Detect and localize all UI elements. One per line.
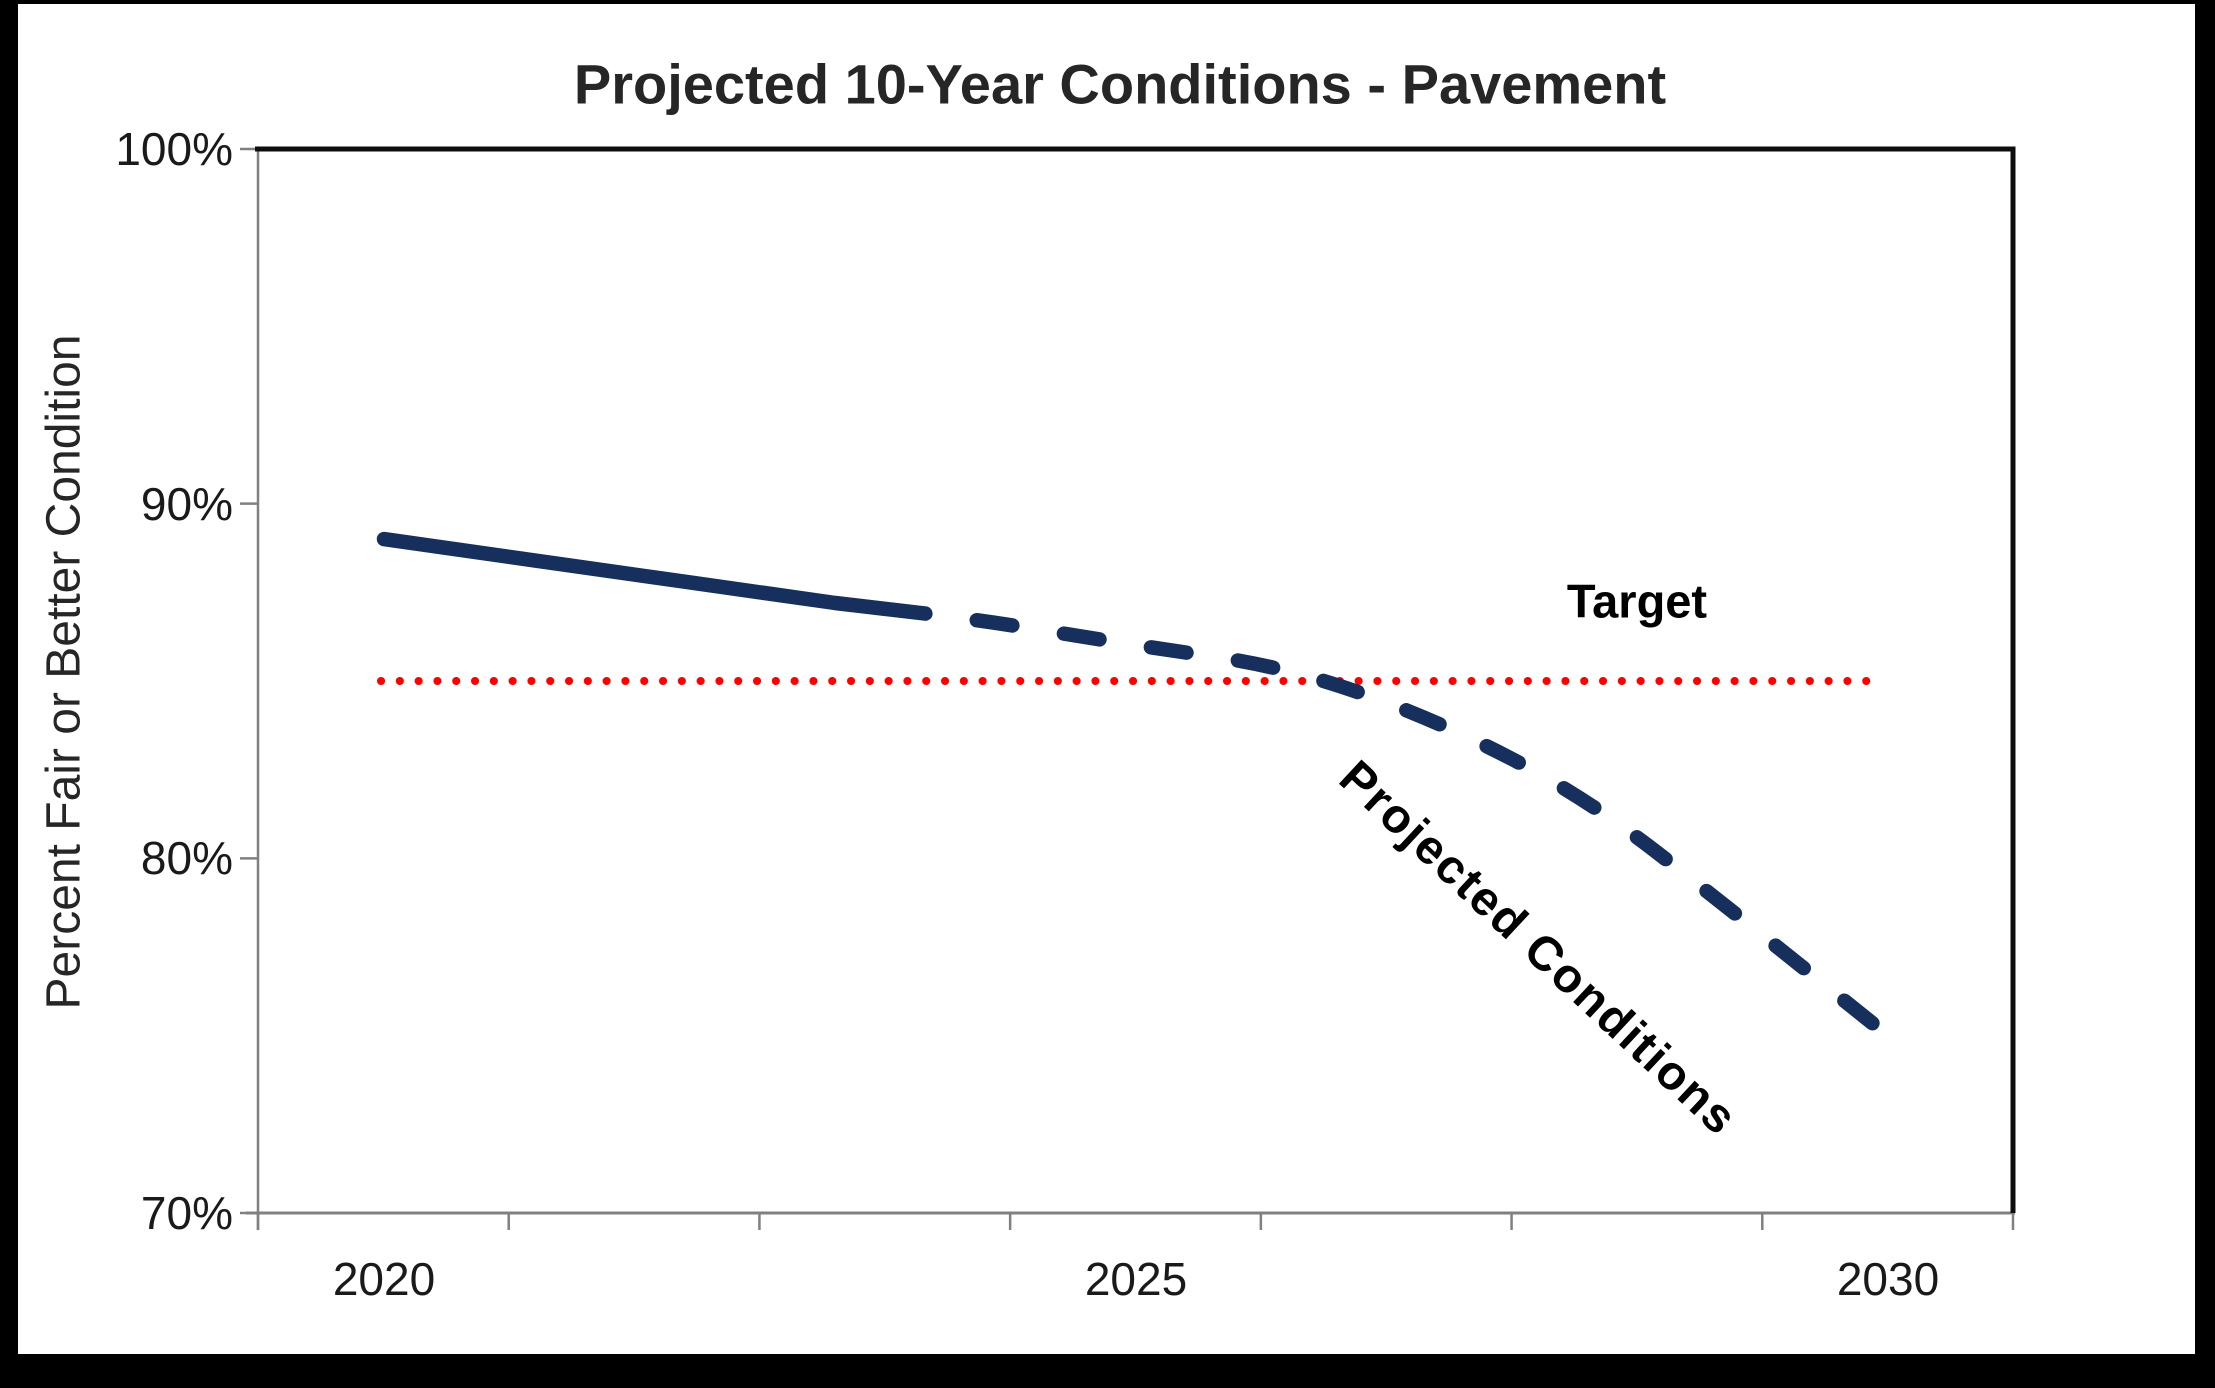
y-tick-label-80: 80% — [140, 832, 233, 885]
x-tick-label-2020: 2020 — [332, 1253, 436, 1305]
x-tick-label-2025: 2025 — [1084, 1253, 1188, 1305]
projected-line-dashed — [918, 606, 1896, 1043]
y-tick-label-90: 90% — [140, 477, 233, 530]
target-label: Target — [1566, 574, 1708, 628]
x-tick-label-2030: 2030 — [1836, 1253, 1940, 1305]
projected-line-solid — [376, 531, 933, 621]
chart-title: Projected 10-Year Conditions - Pavement — [573, 52, 1667, 116]
y-axis-ticks — [240, 147, 258, 1215]
y-tick-label-100: 100% — [115, 123, 233, 175]
x-axis-ticks — [256, 1213, 2015, 1230]
y-axis-title: Percent Fair or Better Condition — [37, 334, 91, 1010]
y-tick-label-70: 70% — [140, 1187, 233, 1239]
